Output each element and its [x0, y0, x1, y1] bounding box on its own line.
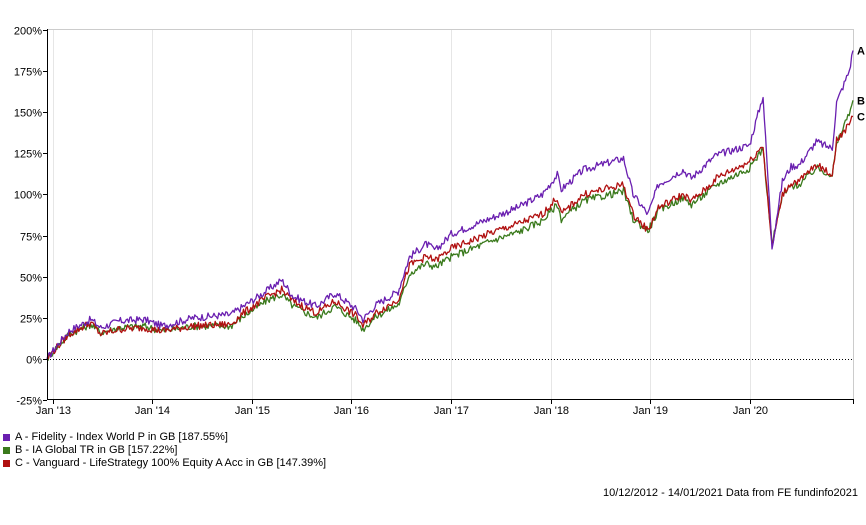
- x-tick-label: Jan '19: [633, 405, 668, 417]
- legend-item-c: C - Vanguard - LifeStrategy 100% Equity …: [3, 457, 326, 470]
- y-tick-label: -25%: [16, 396, 42, 408]
- legend-swatch-c: [3, 460, 10, 467]
- series-line-b: [46, 100, 854, 361]
- series-lines: [46, 50, 854, 361]
- legend-swatch-a: [3, 434, 10, 441]
- y-tick-label: 25%: [20, 314, 42, 326]
- series-line-a: [46, 50, 854, 360]
- y-tick-label: 75%: [20, 232, 42, 244]
- y-tick-label: 50%: [20, 273, 42, 285]
- y-tick-label: 200%: [14, 26, 42, 38]
- y-tick-label: 175%: [14, 67, 42, 79]
- x-tick-label: Jan '16: [334, 405, 369, 417]
- legend-item-b: B - IA Global TR in GB [157.22%]: [3, 444, 326, 457]
- axes: [47, 29, 854, 400]
- x-tick-label: Jan '13: [36, 405, 71, 417]
- legend-label-c: C - Vanguard - LifeStrategy 100% Equity …: [15, 457, 327, 469]
- y-tick-label: 150%: [14, 108, 42, 120]
- vertical-gridlines: [53, 30, 751, 400]
- x-tick-label: Jan '14: [135, 405, 170, 417]
- series-line-c: [46, 115, 854, 360]
- series-end-label-b: B: [857, 95, 865, 107]
- legend-item-a: A - Fidelity - Index World P in GB [187.…: [3, 431, 326, 444]
- y-tick-label: 0%: [26, 355, 42, 367]
- data-source-footer: 10/12/2012 - 14/01/2021 Data from FE fun…: [602, 487, 858, 499]
- x-tick-label: Jan '17: [434, 405, 469, 417]
- x-tick-label: Jan '18: [534, 405, 569, 417]
- series-end-label-c: C: [857, 112, 865, 124]
- legend: A - Fidelity - Index World P in GB [187.…: [3, 431, 326, 470]
- y-tick-label: 125%: [14, 149, 42, 161]
- series-end-label-a: A: [857, 45, 865, 57]
- legend-swatch-b: [3, 447, 10, 454]
- legend-label-b: B - IA Global TR in GB [157.22%]: [15, 444, 178, 456]
- series-end-labels: A BC: [857, 45, 865, 123]
- legend-label-a: A - Fidelity - Index World P in GB [187.…: [15, 431, 228, 443]
- plot-area-border: [47, 29, 854, 400]
- y-tick-label: 100%: [14, 190, 42, 202]
- x-tick-label: Jan '15: [235, 405, 270, 417]
- tick-marks-and-labels: Jan '13 Jan '14 Jan '15 Jan '16 Jan '17 Jan '…: [14, 26, 854, 417]
- x-tick-label: Jan '20: [733, 405, 768, 417]
